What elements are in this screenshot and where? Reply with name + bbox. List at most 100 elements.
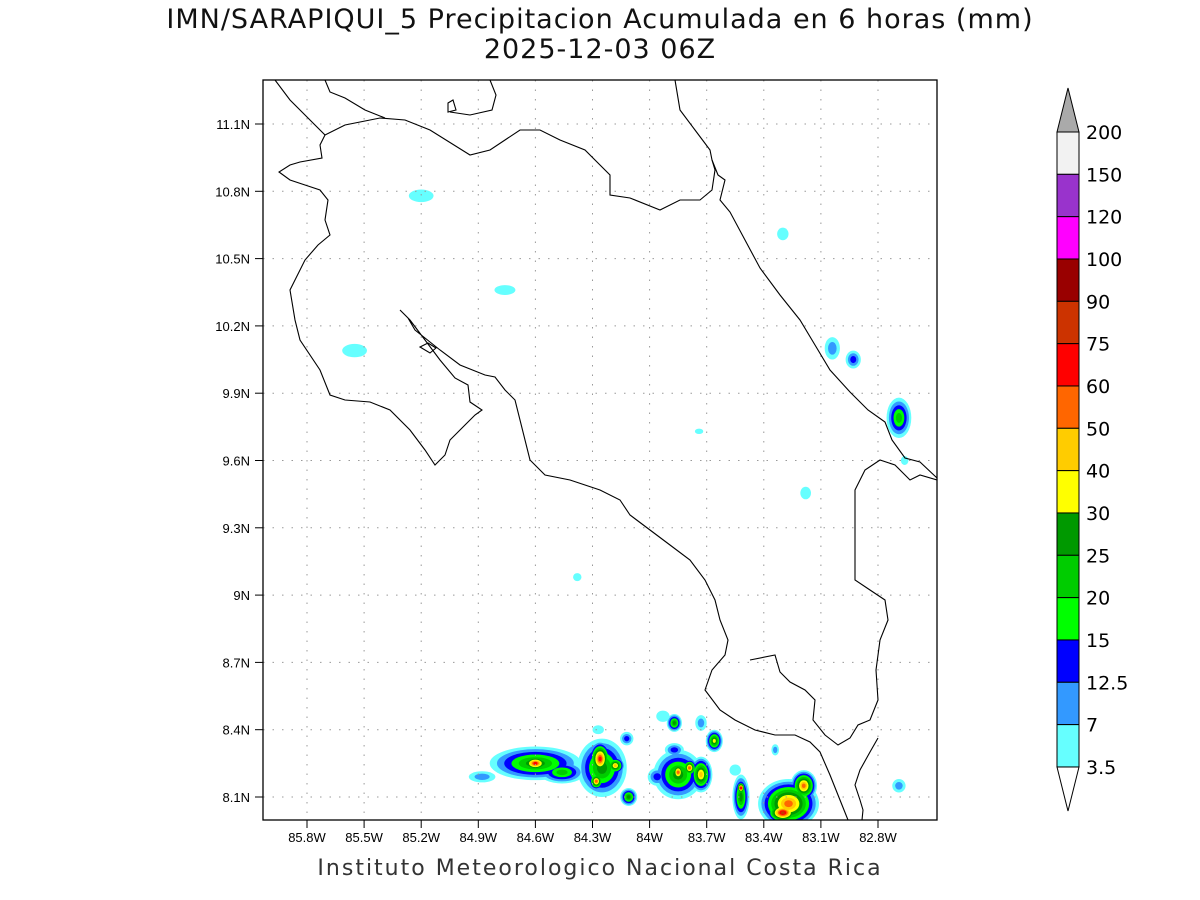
nicaragua-border <box>324 117 716 211</box>
colorbar-swatch <box>1056 300 1080 345</box>
precip-contour-40 <box>613 764 617 768</box>
precip-contour-50 <box>784 800 793 808</box>
precip-contour-20 <box>895 412 902 423</box>
precip-contour-12.5 <box>850 356 857 364</box>
colorbar-swatch <box>1056 427 1080 472</box>
colorbar-swatch <box>1056 385 1080 429</box>
precip-contour-3.5 <box>342 343 367 358</box>
colorbar-swatch <box>1056 258 1080 302</box>
precip-contour-50 <box>676 770 680 774</box>
precip-contour-50 <box>688 766 692 770</box>
lon-tick-label: 85.8W <box>288 830 326 845</box>
colorbar-label: 20 <box>1086 588 1110 610</box>
colorbar-swatch <box>1056 131 1080 175</box>
lat-tick-label: 10.5N <box>215 252 250 267</box>
san-juan-coast <box>449 80 497 116</box>
colorbar-label: 40 <box>1086 461 1110 483</box>
colorbar-label: 12.5 <box>1086 672 1128 694</box>
colorbar-label: 60 <box>1086 376 1110 398</box>
colorbar-under-arrow <box>1056 766 1080 812</box>
colorbar-label: 25 <box>1086 545 1110 567</box>
lat-tick-label: 10.2N <box>215 319 250 334</box>
pacific-coast <box>274 80 849 820</box>
precip-contour-7 <box>895 781 903 790</box>
precip-contour-3.5 <box>494 285 516 295</box>
lat-tick-label: 11.1N <box>216 117 250 132</box>
precip-contour-3.5 <box>777 227 789 241</box>
precip-contour-25 <box>672 721 676 725</box>
osa-golfo-dulce <box>749 459 937 746</box>
precip-contour-50 <box>801 783 806 788</box>
map-datetime: 2025-12-03 06Z <box>483 34 717 65</box>
lake-shore <box>324 80 386 119</box>
footer-credit: Instituto Meteorologico Nacional Costa R… <box>317 856 883 881</box>
colorbar-label: 7 <box>1086 715 1098 737</box>
precip-contour-3.5 <box>656 710 670 722</box>
coastlines <box>274 80 937 820</box>
lon-tick-label: 85.5W <box>345 830 383 845</box>
lat-tick-label: 10.8N <box>215 184 250 199</box>
colorbar-label: 50 <box>1086 418 1110 440</box>
precip-contour-25 <box>626 795 631 799</box>
precip-contour-60 <box>533 761 538 765</box>
precip-contour-60 <box>739 786 743 790</box>
colorbar-label: 200 <box>1086 122 1122 144</box>
precip-contour-25 <box>739 792 743 802</box>
colorbar-label: 15 <box>1086 630 1110 652</box>
precip-contour-3.5 <box>694 428 704 435</box>
colorbar: 200 150 120 100 90 75 60 50 40 30 25 20 15 12.5 7 3.5 <box>1056 87 1128 812</box>
colorbar-swatch <box>1056 724 1080 768</box>
colorbar-swatch <box>1056 639 1080 683</box>
precip-contour-30 <box>712 738 716 743</box>
colorbar-label: 100 <box>1086 249 1122 271</box>
precip-contour-7 <box>474 773 490 780</box>
map-title: IMN/SARAPIQUI_5 Precipitacion Acumulada … <box>166 4 1034 35</box>
precip-contour-3.5 <box>800 486 811 500</box>
lon-tick-label: 83.4W <box>745 830 783 845</box>
lat-tick-label: 9.3N <box>223 521 250 536</box>
precip-contour-12.5 <box>670 747 679 753</box>
map-frame <box>262 79 938 821</box>
precip-contour-60 <box>598 756 602 762</box>
caribbean-coast <box>674 80 937 479</box>
lon-tick-label: 85.2W <box>402 830 440 845</box>
precip-contour-50 <box>594 779 598 783</box>
precip-contour-12.5 <box>653 773 661 781</box>
colorbar-label: 75 <box>1086 334 1110 356</box>
precip-contour-3.5 <box>573 573 582 582</box>
lat-tick-label: 9.9N <box>223 386 250 401</box>
precip-contour-3.5 <box>408 189 434 203</box>
grid-lines <box>263 80 937 820</box>
lon-tick-label: 83.1W <box>802 830 840 845</box>
gulf-island <box>418 342 437 354</box>
lat-tick-label: 8.4N <box>223 723 250 738</box>
colorbar-over-arrow <box>1056 87 1080 133</box>
lon-tick-label: 84.9W <box>460 830 498 845</box>
colorbar-swatch <box>1056 512 1080 556</box>
colorbar-label: 3.5 <box>1086 757 1116 779</box>
lon-tick-label: 84.6W <box>517 830 555 845</box>
lat-tick-label: 9N <box>233 588 250 603</box>
lat-tick-label: 9.6N <box>223 453 250 468</box>
lat-tick-label: 8.7N <box>223 655 250 670</box>
lon-tick-label: 84.3W <box>574 830 612 845</box>
colorbar-label: 150 <box>1086 164 1122 186</box>
precip-contour-20 <box>556 769 568 776</box>
colorbar-swatch <box>1056 470 1080 514</box>
colorbar-label: 90 <box>1086 291 1110 313</box>
precip-contour-7 <box>773 746 778 754</box>
precip-contour-75 <box>780 811 785 815</box>
colorbar-swatch <box>1056 216 1080 260</box>
precip-contour-7 <box>697 718 705 728</box>
precip-contour-12.5 <box>624 736 630 742</box>
island <box>447 99 457 113</box>
colorbar-swatch <box>1056 554 1080 599</box>
lat-tick-label: 8.1N <box>223 790 250 805</box>
colorbar-swatch <box>1056 343 1080 387</box>
lon-tick-label: 84W <box>636 830 663 845</box>
precip-contour-3.5 <box>729 764 741 776</box>
panama-border <box>854 737 879 820</box>
colorbar-swatch <box>1056 173 1080 218</box>
colorbar-label: 30 <box>1086 503 1110 525</box>
